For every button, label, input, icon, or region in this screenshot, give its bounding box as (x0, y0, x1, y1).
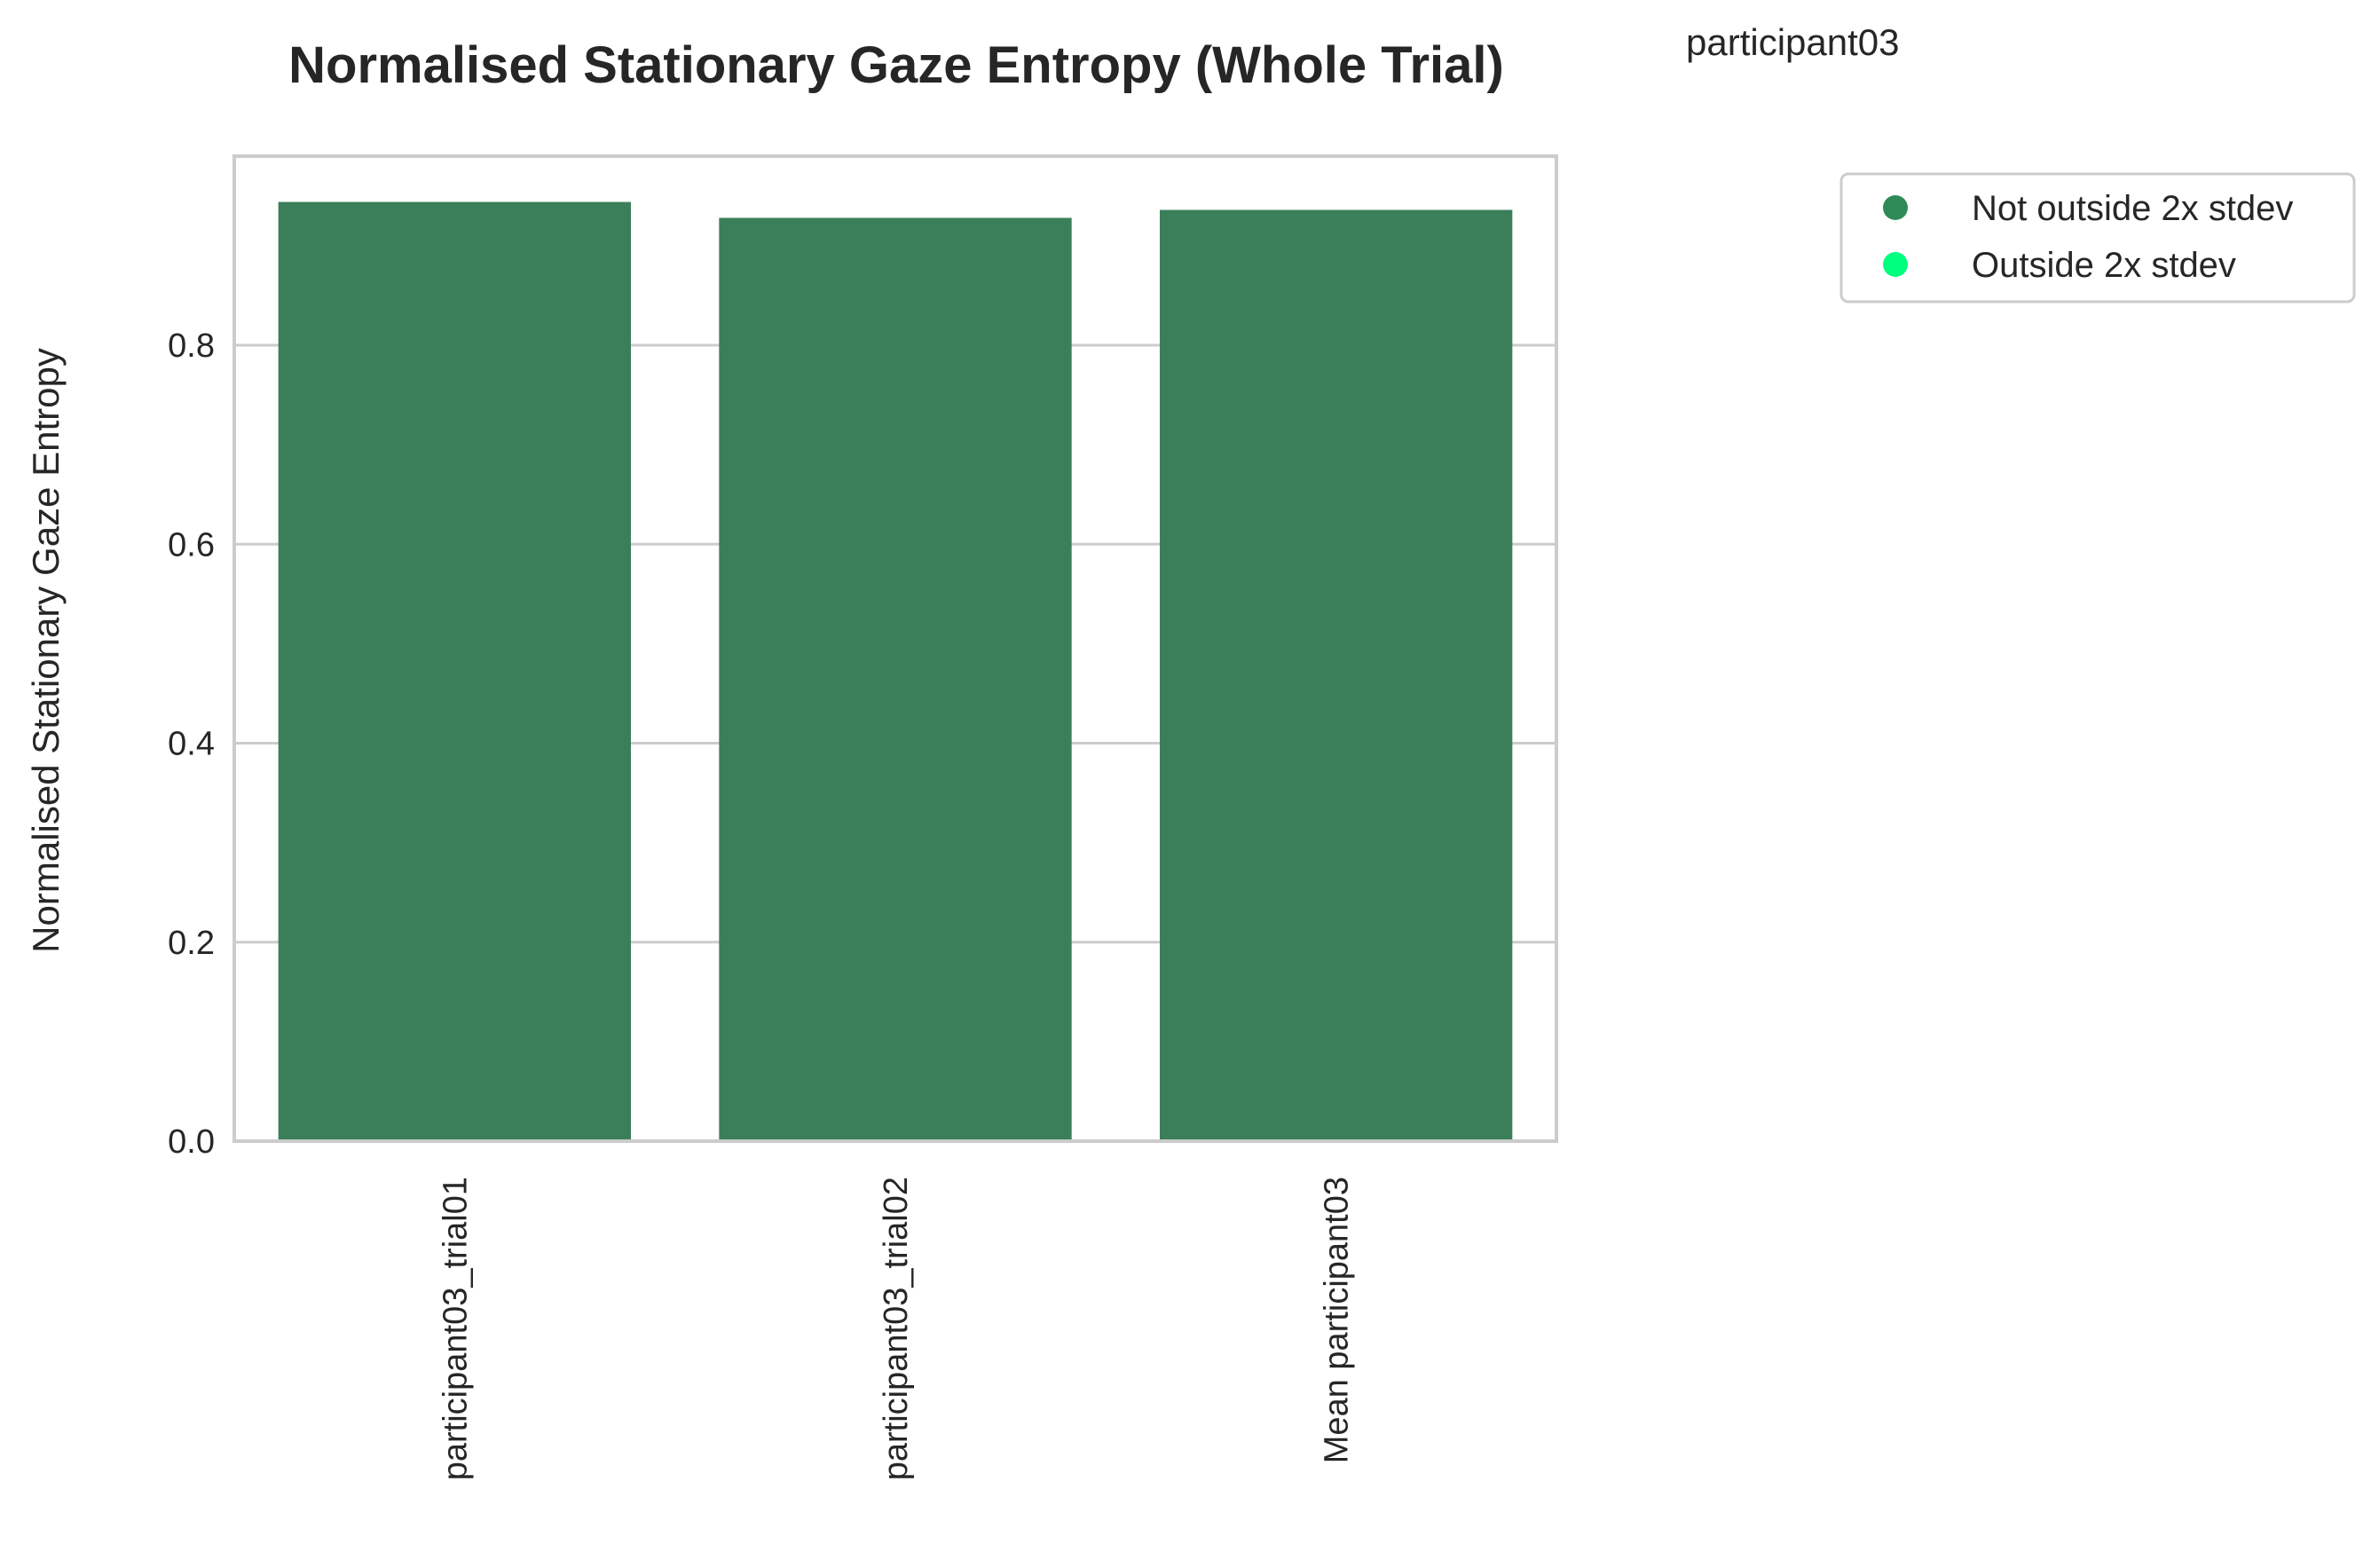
legend-marker-outside (1883, 252, 1908, 277)
y-axis-ticks: 0.0 0.2 0.4 0.6 0.8 (168, 327, 215, 1161)
chart-title: Normalised Stationary Gaze Entropy (Whol… (288, 36, 1504, 94)
bar (278, 201, 631, 1141)
x-axis-ticks: participant03_trial01 participant03_trial… (437, 1177, 1355, 1480)
legend: Not outside 2x stdev Outside 2x stdev (1839, 172, 2356, 303)
bar (719, 217, 1072, 1142)
x-tick-label: participant03_trial02 (878, 1177, 915, 1480)
y-axis-label: Normalised Stationary Gaze Entropy (25, 348, 67, 953)
legend-label-outside: Outside 2x stdev (1972, 246, 2236, 285)
legend-marker-not-outside (1883, 195, 1908, 220)
bar (1160, 209, 1513, 1142)
y-tick-label: 0.0 (168, 1123, 215, 1161)
chart-subtitle: participant03 (1686, 21, 1900, 63)
x-tick-label: participant03_trial01 (437, 1177, 474, 1480)
legend-frame (1839, 172, 2356, 303)
plot-frame (232, 154, 1558, 1143)
y-tick-label: 0.8 (168, 327, 215, 365)
y-tick-label: 0.4 (168, 726, 215, 763)
x-tick-label: Mean participant03 (1319, 1177, 1356, 1463)
y-tick-label: 0.6 (168, 526, 215, 563)
y-tick-label: 0.2 (168, 925, 215, 962)
bars (278, 201, 1513, 1142)
legend-label-not-outside: Not outside 2x stdev (1972, 189, 2293, 228)
